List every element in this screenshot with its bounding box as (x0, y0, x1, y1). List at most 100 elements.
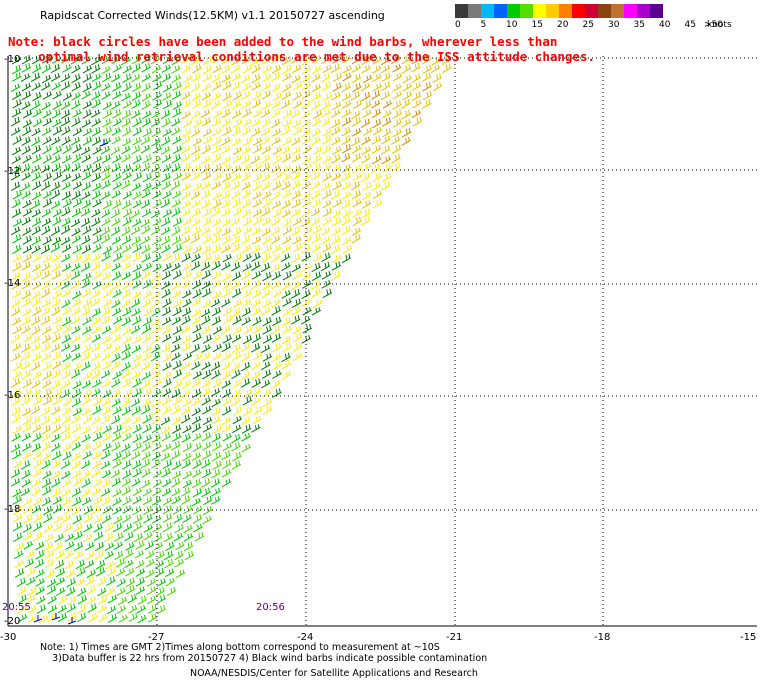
wind-barb (341, 216, 351, 226)
wind-barb (62, 316, 72, 327)
wind-barb (261, 369, 272, 379)
wind-barb (360, 172, 371, 183)
wind-barb (282, 298, 292, 307)
wind-barb (93, 531, 104, 541)
wind-barb (222, 91, 232, 102)
wind-barb (104, 522, 114, 533)
wind-barb (23, 505, 33, 514)
wind-barb (30, 164, 41, 174)
wind-barb (142, 333, 152, 344)
wind-barb (163, 522, 173, 532)
wind-barb (230, 81, 241, 92)
wind-barb (194, 531, 205, 542)
wind-barb (370, 163, 381, 174)
wind-barb (292, 217, 302, 227)
wind-barb (252, 109, 263, 118)
wind-barb (130, 73, 141, 83)
wind-barb (221, 227, 232, 237)
wind-barb (81, 434, 91, 443)
wind-barb (141, 405, 151, 415)
wind-barb (191, 478, 202, 489)
wind-barb (251, 127, 261, 138)
wind-barb (112, 64, 122, 73)
wind-barb (311, 279, 321, 290)
wind-barb (81, 288, 92, 298)
wind-barb (331, 172, 342, 181)
wind-barb (116, 587, 126, 596)
wind-barb (106, 566, 117, 577)
wind-barb (42, 361, 52, 371)
wind-barb (32, 153, 42, 164)
wind-barb (95, 567, 106, 577)
wind-barb (100, 488, 111, 497)
wind-barb (14, 559, 24, 569)
wind-barb (162, 497, 173, 506)
wind-barb (81, 244, 92, 254)
wind-barb (40, 406, 51, 417)
wind-barb (380, 64, 391, 74)
swath-time-label: 20:55 (2, 602, 31, 613)
wind-barb (102, 425, 112, 434)
wind-barb (422, 90, 433, 101)
wind-barb (360, 118, 371, 128)
wind-barb (252, 216, 262, 226)
wind-barb (72, 423, 82, 434)
wind-barb (113, 541, 124, 551)
wind-barb (170, 450, 181, 460)
wind-barb (12, 505, 23, 516)
wind-barb (201, 468, 212, 479)
wind-barb (152, 398, 162, 408)
wind-barb (191, 164, 202, 173)
wind-barb (202, 72, 212, 83)
wind-barb (132, 441, 142, 452)
wind-barb (127, 593, 137, 604)
wind-barb (12, 98, 22, 109)
wind-barb (392, 128, 402, 138)
wind-barb (121, 109, 132, 120)
wind-barb (150, 351, 161, 362)
wind-barb (81, 425, 92, 435)
wind-barb (392, 72, 403, 82)
wind-barb (52, 396, 62, 406)
wind-barb (221, 181, 232, 191)
wind-barb (211, 416, 221, 425)
wind-barb (107, 613, 118, 623)
note-line: Note: black circles have been added to t… (8, 34, 558, 49)
wind-barb (342, 209, 352, 219)
wind-barb (87, 603, 97, 613)
legend-swatch (468, 4, 481, 18)
wind-barb (21, 82, 32, 92)
wind-barb (271, 108, 281, 118)
wind-barb (382, 100, 393, 109)
wind-barb (44, 549, 54, 560)
wind-barb (92, 405, 102, 415)
wind-barb (121, 179, 131, 190)
wind-barb (162, 459, 173, 470)
wind-barb (51, 470, 61, 480)
wind-barb (91, 487, 102, 496)
wind-barb (32, 459, 43, 469)
wind-barb (84, 542, 95, 551)
wind-barb (171, 207, 181, 218)
wind-barb (60, 117, 71, 127)
wind-barb (132, 117, 142, 128)
wind-barb (311, 100, 321, 111)
wind-barb (112, 199, 122, 210)
wind-barb (252, 143, 263, 154)
wind-barb (211, 100, 221, 110)
wind-barb (42, 486, 52, 496)
wind-barb (202, 416, 213, 426)
wind-barb (101, 209, 111, 218)
lat-label: -16 (4, 390, 20, 401)
wind-barb (152, 236, 162, 246)
wind-barb (141, 479, 151, 489)
wind-barb (372, 172, 382, 183)
wind-barb (100, 307, 111, 318)
wind-barb (262, 236, 272, 245)
wind-barb (201, 117, 212, 127)
wind-barb (182, 298, 192, 308)
wind-barb (390, 136, 401, 145)
wind-barb (212, 136, 222, 146)
wind-barb (222, 80, 232, 91)
wind-barb (161, 117, 171, 128)
